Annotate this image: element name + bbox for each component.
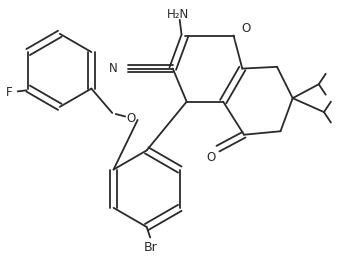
Text: O: O <box>127 112 136 125</box>
Text: O: O <box>206 151 216 164</box>
Text: N: N <box>109 62 117 75</box>
Text: H₂N: H₂N <box>167 8 189 21</box>
Text: O: O <box>239 19 248 32</box>
Text: O: O <box>241 22 250 35</box>
Text: F: F <box>6 85 13 99</box>
Text: Br: Br <box>143 241 157 254</box>
